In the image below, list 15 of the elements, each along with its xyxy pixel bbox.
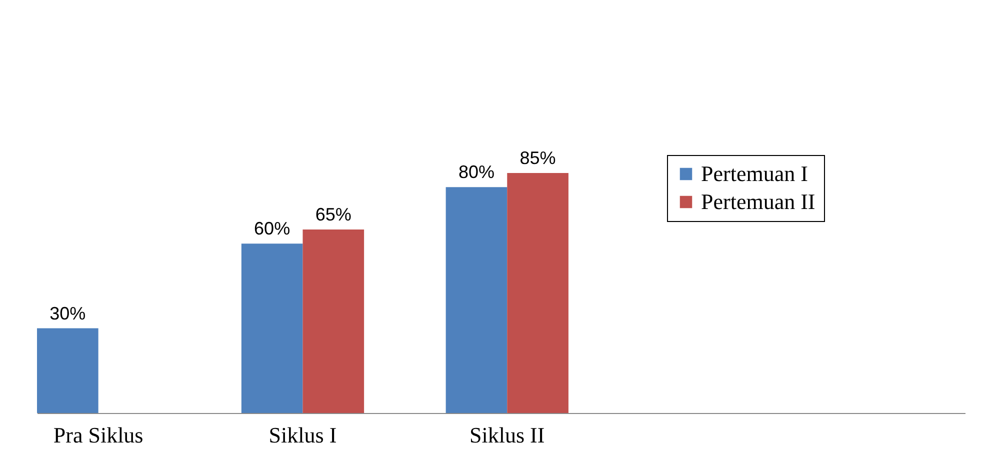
data-label: 30% [50, 303, 86, 324]
x-tick-label: Siklus II [470, 422, 545, 448]
data-label: 80% [458, 162, 494, 182]
bar [507, 173, 568, 413]
x-tick-label: Pra Siklus [53, 422, 144, 448]
bar [241, 244, 303, 413]
legend-label: Pertemuan I [701, 161, 808, 186]
legend-label: Pertemuan II [701, 189, 816, 214]
data-label: 60% [254, 218, 290, 239]
x-tick-label: Siklus I [268, 422, 337, 448]
data-label: 85% [520, 148, 556, 168]
data-label: 65% [315, 204, 352, 224]
bar [302, 229, 364, 413]
bar [37, 328, 98, 413]
bar [446, 187, 508, 413]
